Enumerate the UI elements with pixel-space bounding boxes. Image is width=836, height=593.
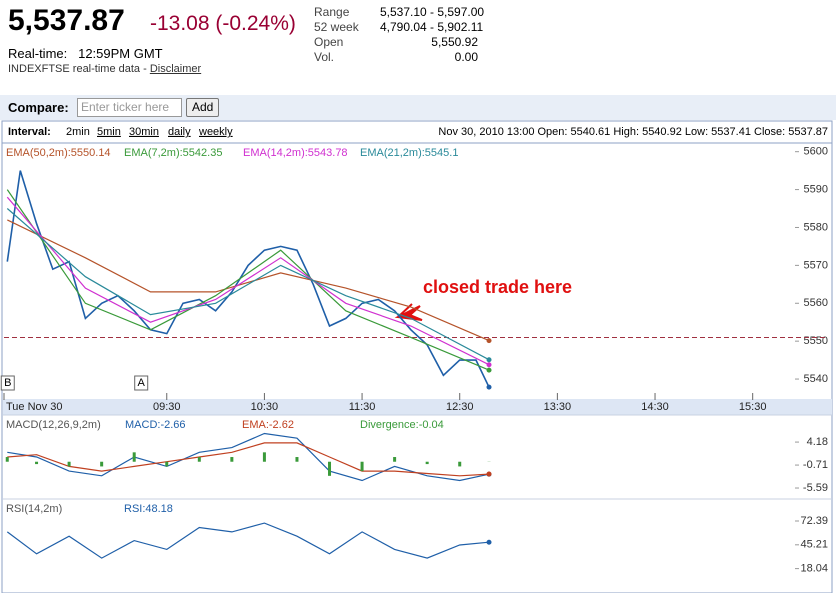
histogram-bar <box>360 461 364 472</box>
last-point <box>486 362 492 368</box>
histogram-bar <box>328 461 332 476</box>
interval-option[interactable]: daily <box>168 126 191 138</box>
disclaimer-link[interactable]: Disclaimer <box>149 63 202 75</box>
series-line <box>6 522 490 559</box>
y-tick-label: 5540 <box>804 373 828 385</box>
y-tick-label: -0.71 <box>803 459 828 471</box>
add-button[interactable]: Add <box>186 98 220 117</box>
stat-label: Open <box>314 35 344 49</box>
series-line <box>7 442 490 477</box>
interval-option[interactable]: weekly <box>198 126 233 138</box>
x-tick-label: 15:30 <box>739 401 767 413</box>
price: 5,537.87 <box>8 4 125 37</box>
histogram-bar <box>262 452 266 462</box>
legend-entry: EMA(50,2m):5550.14 <box>6 147 111 159</box>
price-change: -13.08 (-0.24%) <box>150 12 296 35</box>
series-line <box>6 196 490 366</box>
histogram-bar <box>230 457 234 462</box>
y-tick-label: 5590 <box>804 183 828 195</box>
y-tick-label: 5580 <box>804 221 828 233</box>
source-text: INDEXFTSE real-time data - <box>8 63 150 75</box>
chart-area: Interval: Nov 30, 2010 13:00 Open: 5540.… <box>0 120 833 593</box>
y-tick-label: 5600 <box>804 146 828 158</box>
x-tick-label: 09:30 <box>153 401 181 413</box>
series-line <box>7 219 490 342</box>
series-line <box>6 208 490 361</box>
x-tick-label: 13:30 <box>544 401 572 413</box>
x-tick-label: 14:30 <box>641 401 669 413</box>
histogram-bar <box>458 461 462 467</box>
x-tick-label: Tue Nov 30 <box>6 401 62 413</box>
chart-frame <box>1 120 833 593</box>
histogram-bar <box>67 461 71 467</box>
last-point <box>486 338 492 344</box>
realtime: Real-time: 12:59PM GMT <box>8 46 163 61</box>
stat-value: 5,550.92 <box>431 35 478 49</box>
compare-label: Compare: <box>8 100 69 115</box>
histogram-bar <box>197 457 201 462</box>
time-axis-strip <box>3 399 832 415</box>
y-tick-label: 18.04 <box>800 563 828 575</box>
y-tick-label: -5.59 <box>803 482 828 494</box>
realtime-time: 12:59PM GMT <box>78 46 163 61</box>
x-tick-label: 12:30 <box>446 401 474 413</box>
series-line <box>6 170 490 388</box>
event-marker <box>0 375 15 391</box>
last-point <box>486 539 492 545</box>
source: INDEXFTSE real-time data - Disclaimer <box>8 63 201 75</box>
histogram-bar <box>393 457 397 462</box>
stat-label: Range <box>314 5 350 19</box>
y-tick-label: 5550 <box>804 335 828 347</box>
histogram-bar <box>100 461 104 467</box>
interval-label: Interval: <box>8 126 51 138</box>
annotation: closed trade here <box>423 277 572 297</box>
histogram-bar <box>132 452 136 462</box>
event-marker-label: B <box>4 377 11 389</box>
ticker-input[interactable]: Enter ticker here <box>77 98 182 117</box>
y-tick-label: 72.39 <box>800 515 828 527</box>
event-marker-label: A <box>138 377 146 389</box>
stat-value: 5,537.10 - 5,597.00 <box>380 5 485 19</box>
stat-value: 0.00 <box>454 50 478 64</box>
panel-title: RSI(14,2m) <box>6 503 62 515</box>
interval-option[interactable]: 5min <box>97 126 121 138</box>
y-tick-label: 5570 <box>804 259 828 271</box>
stat-value: 4,790.04 - 5,902.11 <box>380 20 484 34</box>
y-tick-label: 45.21 <box>800 539 828 551</box>
last-point <box>486 367 492 373</box>
realtime-label: Real-time: <box>8 46 68 61</box>
y-tick-label: 4.18 <box>807 436 828 448</box>
interval-option[interactable]: 30min <box>129 126 159 138</box>
histogram-bar <box>165 461 169 467</box>
legend-entry: RSI:48.18 <box>124 503 173 515</box>
x-tick-label: 10:30 <box>251 401 279 413</box>
ohlc-summary: Nov 30, 2010 13:00 Open: 5540.61 High: 5… <box>438 126 828 138</box>
legend-entry: Divergence:-0.04 <box>360 419 444 431</box>
y-tick-label: 5560 <box>804 297 828 309</box>
x-tick-label: 11:30 <box>349 401 376 413</box>
event-marker <box>134 375 149 391</box>
legend-entry: EMA(14,2m):5543.78 <box>243 147 348 159</box>
last-point <box>486 471 492 477</box>
histogram-bar <box>425 461 429 465</box>
histogram-bar <box>35 461 39 465</box>
stat-label: Vol. <box>314 50 335 64</box>
interval-option[interactable]: 2min <box>66 126 90 138</box>
legend-entry: EMA(7,2m):5542.35 <box>124 147 222 159</box>
legend-entry: EMA(21,2m):5545.1 <box>360 147 458 159</box>
legend-entry: MACD:-2.66 <box>125 419 186 431</box>
histogram-bar <box>295 457 299 462</box>
legend-entry: EMA:-2.62 <box>242 419 294 431</box>
series-line <box>6 189 490 371</box>
last-point <box>486 384 492 390</box>
panel-title: MACD(12,26,9,2m) <box>6 419 101 431</box>
last-point <box>486 357 492 363</box>
histogram-bar <box>5 457 9 462</box>
series-line <box>7 432 490 482</box>
stat-label: 52 week <box>314 20 359 34</box>
